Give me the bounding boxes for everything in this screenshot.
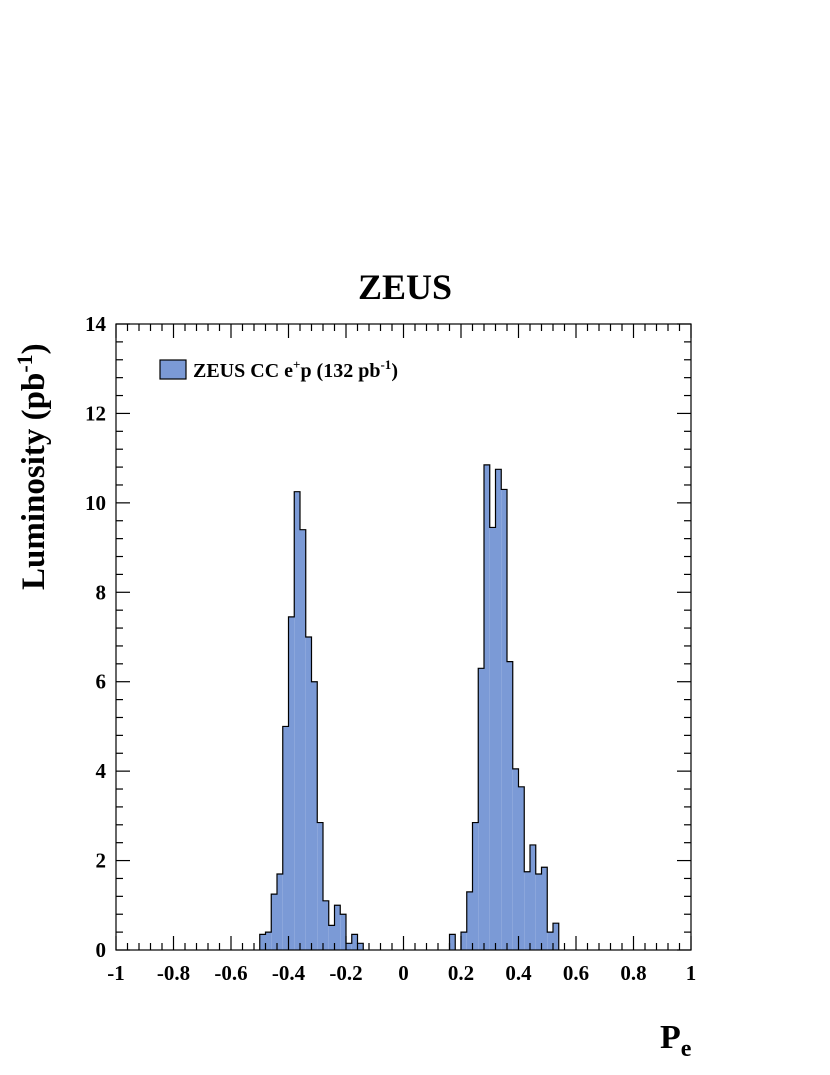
histogram-bar <box>277 873 283 950</box>
x-tick-label: 0.8 <box>620 961 646 985</box>
x-tick-labels: -1 -0.8 -0.6 -0.4 -0.2 0 0.2 0.4 0.6 0.8 1 <box>107 961 696 985</box>
y-axis-label: Luminosity (pb-1) <box>12 343 52 590</box>
histogram-bar <box>328 925 335 950</box>
histogram-bar <box>512 768 519 950</box>
histogram-bar <box>541 867 548 950</box>
y-tick-labels: 0 2 4 6 8 10 12 14 <box>85 312 107 962</box>
y-tick-label: 14 <box>85 312 107 336</box>
histogram-bar <box>547 932 553 950</box>
histogram-bar <box>282 726 289 950</box>
histogram-bar <box>524 871 530 950</box>
histogram-bar <box>466 891 473 950</box>
y-tick-label: 10 <box>85 491 106 515</box>
histogram-bar <box>265 932 272 950</box>
histogram-bar <box>259 934 266 950</box>
legend-swatch <box>159 359 187 380</box>
histogram-bar <box>300 529 306 950</box>
histogram-bar <box>472 822 479 950</box>
x-tick-label: 0.6 <box>563 961 589 985</box>
histogram-bar <box>535 873 542 950</box>
x-tick-label: 0.2 <box>448 961 474 985</box>
axis-ticks <box>115 323 692 951</box>
histogram-bar <box>294 491 300 950</box>
histogram-bar <box>334 905 341 950</box>
x-tick-label: 0.4 <box>505 961 532 985</box>
x-tick-label: -0.4 <box>272 961 306 985</box>
histogram-bar <box>449 934 456 950</box>
x-tick-label: -0.2 <box>329 961 362 985</box>
histogram-bar <box>553 923 559 950</box>
y-tick-label: 2 <box>96 849 107 873</box>
x-tick-label: -1 <box>107 961 125 985</box>
histogram-bar <box>288 616 295 950</box>
y-tick-label: 6 <box>96 670 107 694</box>
histogram-bar <box>323 900 329 950</box>
x-tick-label: 1 <box>686 961 697 985</box>
histogram-bars <box>259 464 560 950</box>
y-tick-label: 8 <box>96 580 107 604</box>
histogram-bar <box>489 527 496 950</box>
histogram-bar <box>351 934 358 950</box>
histogram-bar <box>530 844 536 950</box>
histogram-bar <box>478 668 484 950</box>
plot-frame <box>115 323 692 951</box>
histogram-bar <box>340 914 346 950</box>
histogram-bar <box>311 681 318 950</box>
histogram-bar <box>357 943 364 950</box>
x-tick-label: 0 <box>398 961 409 985</box>
histogram-bar <box>305 637 312 950</box>
legend: ZEUS CC e+p (132 pb-1) <box>159 357 398 382</box>
x-tick-label: -0.6 <box>214 961 247 985</box>
histogram-bar <box>461 932 467 950</box>
legend-label: ZEUS CC e+p (132 pb-1) <box>193 357 398 382</box>
histogram-bar <box>271 894 277 950</box>
y-tick-label: 4 <box>96 759 107 783</box>
histogram-bar <box>507 661 513 950</box>
histogram-bar <box>317 822 323 950</box>
x-axis-label: Pe <box>660 1019 692 1062</box>
histogram-bar <box>495 469 502 950</box>
histogram-bar <box>501 489 507 950</box>
histogram-bar <box>518 786 525 950</box>
histogram-bar <box>346 943 352 950</box>
y-tick-label: 12 <box>85 401 106 425</box>
x-tick-label: -0.8 <box>157 961 190 985</box>
y-tick-label: 0 <box>96 938 107 962</box>
histogram-bar <box>484 464 490 950</box>
chart-title: ZEUS <box>358 267 452 307</box>
